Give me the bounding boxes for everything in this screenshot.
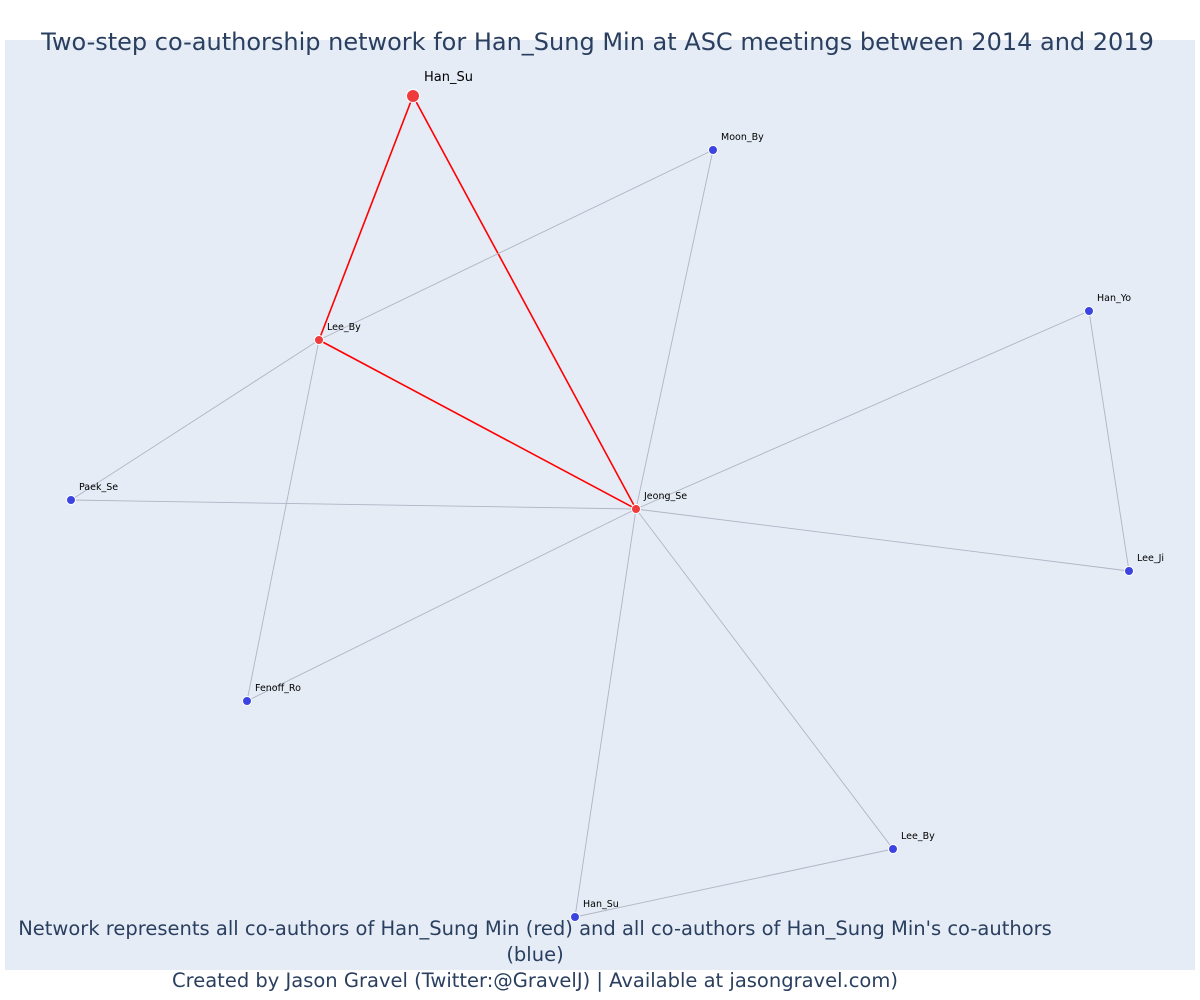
node-han_su_2[interactable] bbox=[570, 912, 580, 922]
node-fenoff_ro[interactable] bbox=[242, 696, 252, 706]
edge-lee_by_1-paek_se bbox=[70, 339, 320, 501]
plot-area bbox=[5, 40, 1195, 970]
node-label-han_yo: Han_Yo bbox=[1097, 293, 1131, 304]
edge-jeong_se-paek_se bbox=[70, 499, 637, 510]
edge-lee_by_1-moon_by bbox=[318, 149, 714, 341]
footer-credit: Created by Jason Gravel (Twitter:@Gravel… bbox=[172, 969, 898, 992]
node-label-lee_ji: Lee_Ji bbox=[1137, 553, 1164, 564]
node-lee_ji[interactable] bbox=[1124, 566, 1134, 576]
edge-lee_by_1-fenoff_ro bbox=[246, 339, 320, 702]
node-han_su_focal[interactable] bbox=[406, 89, 420, 103]
node-paek_se[interactable] bbox=[66, 495, 76, 505]
edge-jeong_se-han_yo bbox=[635, 310, 1090, 510]
edge-lee_by_2-han_su_2 bbox=[574, 848, 894, 918]
edge-jeong_se-han_su_2 bbox=[574, 508, 637, 918]
edge-jeong_se-moon_by bbox=[635, 149, 714, 510]
label-layer: Han_Su Lee_By Jeong_Se Moon_By Han_Yo Paek_Se… bbox=[79, 70, 1164, 910]
edge-han_yo-lee_ji bbox=[1088, 310, 1130, 572]
edge-jeong_se-lee_ji bbox=[635, 508, 1130, 572]
edge-han_su_focal-jeong_se bbox=[412, 95, 637, 510]
node-label-lee_by_1: Lee_By bbox=[327, 322, 361, 333]
edge-lee_by_1-jeong_se bbox=[318, 339, 637, 510]
edge-layer bbox=[70, 95, 1130, 918]
node-lee_by_2[interactable] bbox=[888, 844, 898, 854]
node-label-han_su_focal: Han_Su bbox=[424, 70, 473, 85]
node-label-fenoff_ro: Fenoff_Ro bbox=[255, 683, 301, 694]
chart-title: Two-step co-authorship network for Han_S… bbox=[41, 28, 1154, 56]
node-lee_by_1[interactable] bbox=[314, 335, 324, 345]
node-label-jeong_se: Jeong_Se bbox=[643, 491, 687, 502]
edge-jeong_se-lee_by_2 bbox=[635, 508, 894, 850]
footer-caption: Network represents all co-authors of Han… bbox=[18, 917, 1052, 966]
node-label-paek_se: Paek_Se bbox=[79, 482, 118, 493]
chart-footer: Network represents all co-authors of Han… bbox=[0, 916, 1070, 994]
node-jeong_se[interactable] bbox=[631, 504, 641, 514]
node-layer bbox=[66, 89, 1134, 922]
node-label-moon_by: Moon_By bbox=[721, 132, 764, 143]
edge-han_su_focal-lee_by_1 bbox=[318, 95, 414, 341]
edge-jeong_se-fenoff_ro bbox=[246, 508, 637, 702]
node-moon_by[interactable] bbox=[708, 145, 718, 155]
node-han_yo[interactable] bbox=[1084, 306, 1094, 316]
node-label-lee_by_2: Lee_By bbox=[901, 831, 935, 842]
node-label-han_su_2: Han_Su bbox=[583, 899, 619, 910]
